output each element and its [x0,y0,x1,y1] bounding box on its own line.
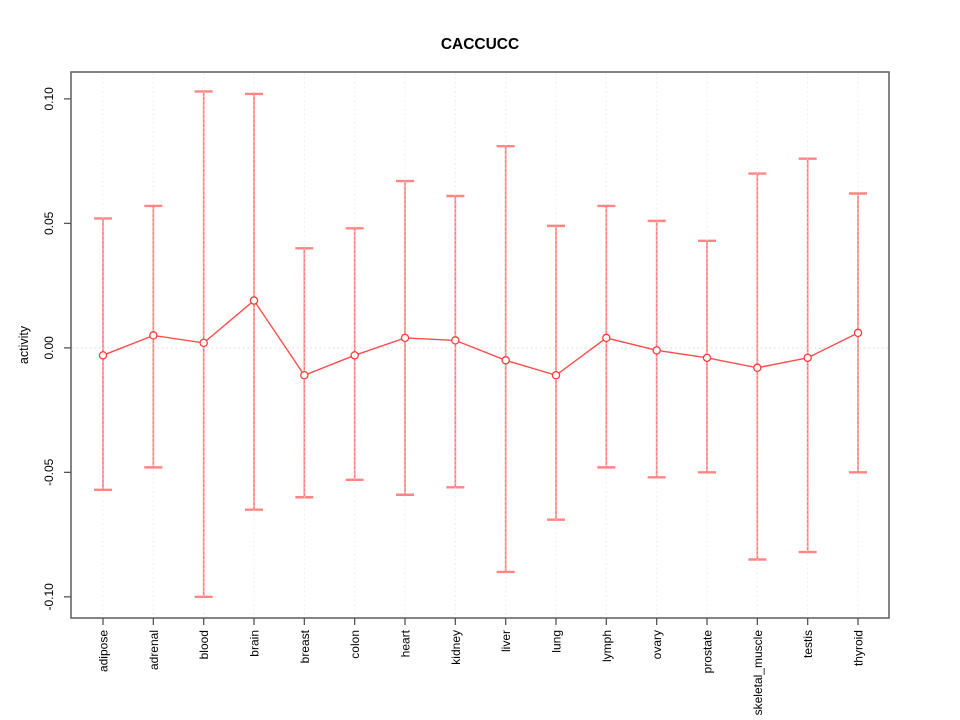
x-tick-label: skeletal_muscle [751,630,765,716]
y-tick-label: -0.05 [42,458,56,486]
data-point [602,333,611,343]
data-point [803,353,812,363]
data-point [451,336,460,345]
x-tick-label: breast [298,629,312,663]
x-tick-label: heart [399,629,413,657]
data-point [300,371,309,380]
y-axis-label: activity [17,325,31,364]
y-tick-label: 0.00 [42,336,56,360]
x-tick-label: prostate [701,630,715,674]
x-tick-label: kidney [449,630,463,665]
data-point [753,363,762,373]
x-tick-label: colon [348,630,362,659]
data-point [551,371,561,380]
data-point [501,356,510,365]
x-tick-label: brain [248,630,262,657]
data-point [98,351,108,360]
x-tick-label: thyroid [852,630,866,666]
series-line [102,299,859,377]
x-tick-label: testis [801,630,815,658]
chart-title: CACCUCC [441,36,519,53]
x-tick-label: adipose [97,630,111,672]
plot-box [70,71,890,619]
data-point [350,351,359,360]
x-tick-label: lung [550,630,564,653]
data-point [249,296,259,305]
y-tick-label: 0.05 [42,211,56,235]
data-point [149,331,158,340]
x-tick-label: adrenal [147,630,161,670]
y-tick-label: 0.10 [42,87,56,111]
x-tick-label: blood [197,630,211,659]
y-tick-label: -0.10 [42,583,56,611]
x-tick-label: ovary [650,630,664,659]
data-point [853,328,863,338]
x-tick-label: lymph [600,630,614,662]
data-point [400,333,410,343]
x-tick-label: liver [499,630,513,652]
data-point [702,353,712,363]
data-point [199,338,208,348]
data-point [652,346,661,355]
plot-area: 0.10 0.05 0.00 -0.05 -0.10 adipose adrenal bloo… [42,71,890,716]
